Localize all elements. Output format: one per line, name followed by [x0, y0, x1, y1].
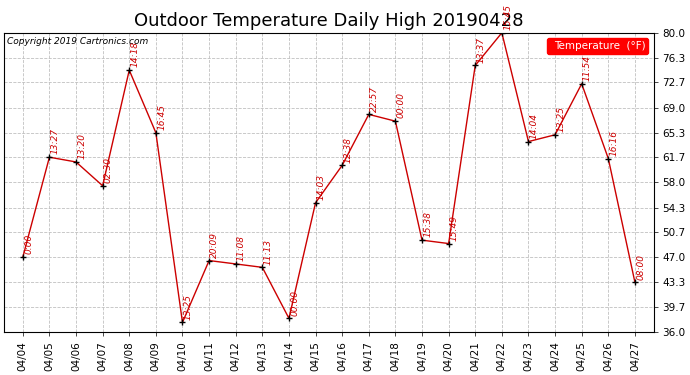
Text: 13:20: 13:20 [77, 133, 86, 159]
Text: 15:38: 15:38 [424, 211, 433, 237]
Text: 15:49: 15:49 [450, 215, 459, 241]
Text: 08:00: 08:00 [636, 254, 645, 280]
Text: 14:04: 14:04 [530, 113, 539, 139]
Text: 13:27: 13:27 [51, 129, 60, 154]
Text: 0:00: 0:00 [24, 234, 33, 254]
Text: 11:54: 11:54 [583, 55, 592, 81]
Text: 13:25: 13:25 [556, 106, 565, 132]
Text: 14:03: 14:03 [317, 174, 326, 200]
Text: 16:16: 16:16 [610, 130, 619, 156]
Text: 13:37: 13:37 [477, 37, 486, 63]
Text: 16:45: 16:45 [157, 104, 166, 130]
Text: 00:00: 00:00 [397, 93, 406, 118]
Title: Outdoor Temperature Daily High 20190428: Outdoor Temperature Daily High 20190428 [134, 12, 524, 30]
Text: 00:00: 00:00 [290, 290, 299, 316]
Text: 20:09: 20:09 [210, 232, 219, 258]
Text: 14:18: 14:18 [130, 42, 139, 68]
Text: 13:25: 13:25 [184, 294, 193, 320]
Text: 02:30: 02:30 [104, 157, 113, 183]
Text: 15:45: 15:45 [503, 4, 512, 30]
Legend: Temperature  (°F): Temperature (°F) [547, 38, 649, 54]
Text: 11:13: 11:13 [264, 238, 273, 265]
Text: 22:57: 22:57 [370, 86, 379, 112]
Text: Copyright 2019 Cartronics.com: Copyright 2019 Cartronics.com [8, 37, 148, 46]
Text: 12:38: 12:38 [344, 136, 353, 163]
Text: 11:08: 11:08 [237, 235, 246, 261]
